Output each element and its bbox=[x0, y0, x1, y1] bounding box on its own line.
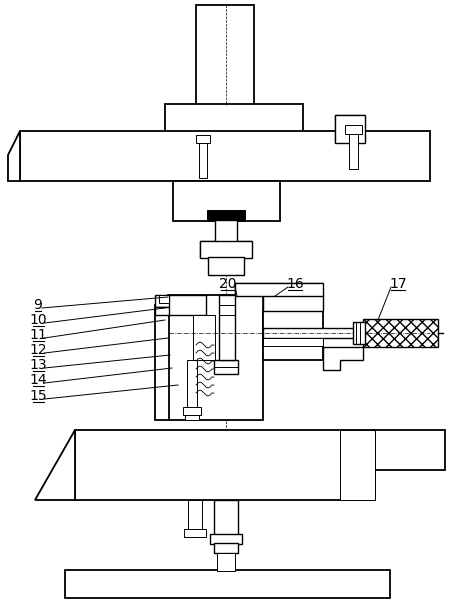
Bar bbox=[219, 295, 235, 360]
Bar bbox=[155, 305, 169, 420]
Bar bbox=[235, 283, 323, 296]
Bar bbox=[263, 310, 323, 360]
Polygon shape bbox=[35, 430, 75, 500]
Bar bbox=[335, 115, 365, 143]
Bar bbox=[196, 135, 210, 143]
Bar bbox=[375, 430, 445, 470]
Bar bbox=[193, 315, 215, 360]
Bar bbox=[173, 181, 280, 221]
Bar bbox=[214, 500, 238, 535]
Bar bbox=[20, 131, 430, 181]
Bar bbox=[65, 570, 390, 598]
Bar bbox=[75, 430, 375, 500]
Bar bbox=[353, 322, 365, 344]
Text: 20: 20 bbox=[219, 277, 237, 291]
Bar bbox=[183, 407, 201, 415]
Text: 14: 14 bbox=[29, 373, 47, 387]
Bar bbox=[345, 125, 362, 134]
Bar bbox=[187, 360, 197, 410]
Text: 15: 15 bbox=[29, 389, 47, 403]
Bar bbox=[214, 543, 238, 553]
Bar bbox=[168, 295, 263, 420]
Bar bbox=[199, 140, 207, 178]
Bar bbox=[165, 104, 303, 132]
Bar bbox=[168, 295, 206, 315]
Bar bbox=[263, 338, 323, 346]
Bar bbox=[165, 104, 303, 132]
Bar bbox=[188, 500, 202, 530]
Bar bbox=[185, 415, 199, 420]
Text: 9: 9 bbox=[34, 298, 43, 312]
Text: 11: 11 bbox=[29, 328, 47, 342]
Bar bbox=[207, 210, 245, 221]
Bar bbox=[263, 328, 363, 338]
Bar bbox=[263, 295, 323, 311]
Bar bbox=[75, 430, 375, 500]
Bar bbox=[208, 257, 244, 275]
Text: 12: 12 bbox=[29, 343, 47, 357]
Bar bbox=[173, 181, 280, 221]
Bar bbox=[263, 310, 323, 360]
Bar bbox=[217, 553, 235, 571]
Bar bbox=[349, 131, 358, 169]
Bar bbox=[159, 295, 169, 303]
Bar bbox=[210, 534, 242, 544]
Polygon shape bbox=[323, 347, 363, 370]
Bar bbox=[214, 360, 238, 374]
Bar bbox=[155, 295, 169, 307]
Text: 10: 10 bbox=[29, 313, 47, 327]
Bar bbox=[200, 241, 252, 258]
Text: 13: 13 bbox=[29, 358, 47, 372]
Bar bbox=[168, 295, 263, 420]
Bar bbox=[335, 115, 365, 143]
Text: 16: 16 bbox=[286, 277, 304, 291]
Bar bbox=[196, 5, 254, 105]
Bar bbox=[20, 131, 430, 181]
Bar bbox=[363, 319, 438, 347]
Bar bbox=[263, 295, 323, 311]
Text: 17: 17 bbox=[389, 277, 407, 291]
Bar bbox=[155, 307, 169, 315]
Bar bbox=[215, 220, 237, 242]
Polygon shape bbox=[340, 430, 375, 500]
Polygon shape bbox=[8, 131, 20, 181]
Bar bbox=[200, 241, 252, 258]
Bar bbox=[235, 283, 323, 296]
Bar bbox=[155, 305, 169, 420]
Bar bbox=[184, 529, 206, 537]
